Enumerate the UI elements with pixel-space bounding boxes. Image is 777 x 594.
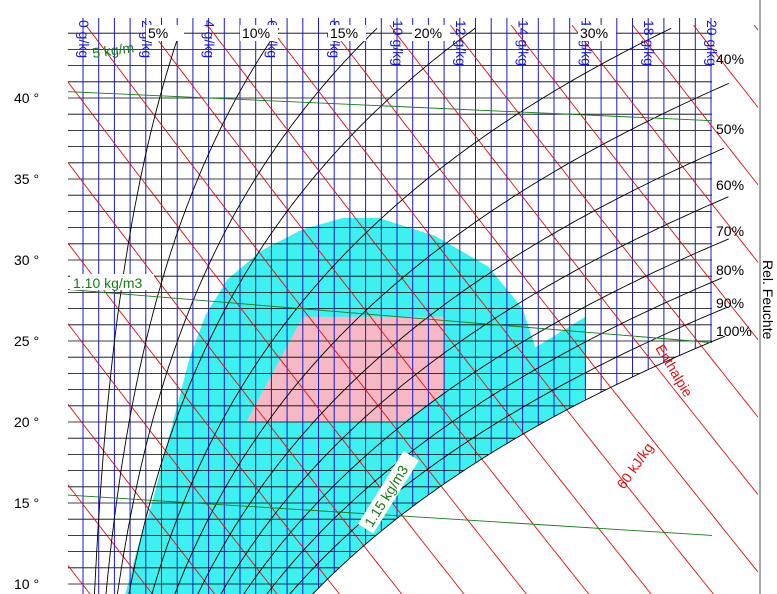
mixing-ratio-label: 20 g/kg xyxy=(704,20,720,66)
y-tick-label: 25 ° xyxy=(14,333,39,349)
enthalpy-line xyxy=(146,24,590,594)
rel-humidity-title: Rel. Feuchte xyxy=(760,260,776,340)
enthalpy-line xyxy=(68,81,465,594)
rh-label-bg xyxy=(578,25,616,41)
enthalpy-line xyxy=(267,24,715,594)
rh-label: 5% xyxy=(148,25,168,41)
density-line xyxy=(68,288,713,344)
enthalpy-line xyxy=(632,24,758,186)
rh-label: 100% xyxy=(716,323,752,339)
rh-label: 90% xyxy=(716,295,744,311)
y-tick-label: 10 ° xyxy=(14,576,39,592)
rh-curve xyxy=(243,238,729,594)
enthalpy-line xyxy=(328,24,758,573)
y-tick-label: 15 ° xyxy=(14,495,39,511)
mixing-ratio-label: 12 g/kg xyxy=(453,20,469,66)
rh-label: 60% xyxy=(716,177,744,193)
enthalpy-line xyxy=(85,24,527,594)
rh-label-bg xyxy=(328,25,366,41)
rh-curve xyxy=(266,277,723,594)
mixing-ratio-label: 4 g/kg xyxy=(202,20,218,58)
y-tick-label: 35 ° xyxy=(14,171,39,187)
density-label: 5 kg/m xyxy=(91,39,135,61)
rh-curve xyxy=(105,28,280,594)
enthalpy-line xyxy=(68,242,340,594)
rh-label-bg xyxy=(146,25,184,41)
rh-curve xyxy=(312,335,726,594)
density-label-bg xyxy=(70,274,154,290)
enthalpy-line xyxy=(68,161,403,594)
density-line xyxy=(68,494,713,536)
y-tick-label: 40 ° xyxy=(14,90,39,106)
y-tick-label: 30 ° xyxy=(14,252,39,268)
enthalpy-line xyxy=(571,24,758,263)
enthalpy-line xyxy=(68,403,216,594)
mixing-ratio-label: 18 g/kg xyxy=(641,20,657,66)
mixing-ratio-label: 10 g/kg xyxy=(390,20,406,66)
enthalpy-line xyxy=(450,24,758,418)
rh-curve xyxy=(151,27,672,594)
enthalpy-line xyxy=(207,24,652,594)
chart-labels: 10 °15 °20 °25 °30 °35 °40 °0 g/kg 2 g/kg… xyxy=(14,20,752,592)
rh-label-bg xyxy=(412,25,450,41)
enthalpy-line xyxy=(389,24,758,496)
mixing-ratio-label: 14 g/kg xyxy=(516,20,532,66)
rh-label: 20% xyxy=(414,25,442,41)
rh-label: 40% xyxy=(716,51,744,67)
rh-curve xyxy=(117,27,378,594)
enthalpy-line xyxy=(68,484,153,594)
rh-label: 30% xyxy=(580,25,608,41)
y-tick-label: 20 ° xyxy=(14,414,39,430)
enthalpy-60-label: 60 kJ/kg xyxy=(613,440,656,492)
rh-curve xyxy=(289,306,729,594)
rh-label-bg xyxy=(240,25,278,41)
density-label: 1.10 kg/m3 xyxy=(73,275,142,291)
rh-label: 10% xyxy=(242,25,270,41)
comfort-inner-region xyxy=(246,316,445,422)
rh-label: 15% xyxy=(330,25,358,41)
rh-curve xyxy=(220,196,729,594)
rh-curve xyxy=(174,82,729,594)
mixing-ratio-label: 0 g/kg xyxy=(76,20,92,58)
density-line xyxy=(68,91,713,122)
rh-curve xyxy=(94,28,182,594)
density-label-bg xyxy=(358,451,419,534)
rh-label: 70% xyxy=(716,223,744,239)
enthalpy-line xyxy=(510,24,758,341)
rh-label: 50% xyxy=(716,121,744,137)
rh-label: 80% xyxy=(716,262,744,278)
rh-curve xyxy=(128,27,476,594)
rh-curve xyxy=(197,147,725,594)
